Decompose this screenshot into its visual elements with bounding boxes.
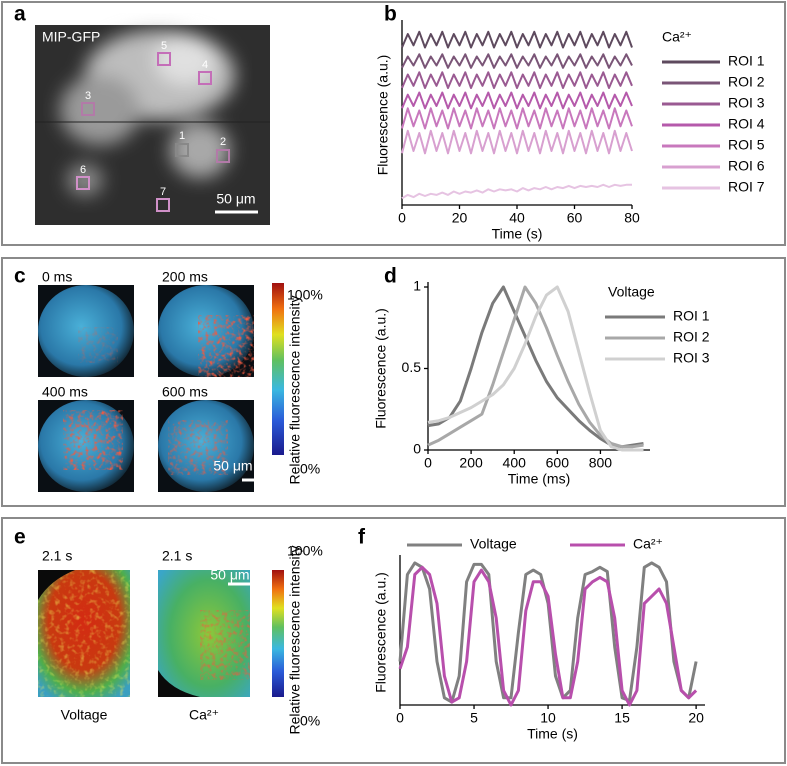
frame-label: 400 ms: [42, 384, 88, 400]
line: [401, 91, 633, 110]
x-tick-label: 10: [540, 710, 556, 726]
line: [427, 285, 644, 452]
scale-bar-label: 50 μm: [213, 458, 252, 474]
scale-bar-label: 50 μm: [216, 191, 255, 207]
legend-label: ROI 3: [673, 350, 710, 366]
legend-label: ROI 6: [728, 158, 765, 174]
x-tick-label: 0: [424, 455, 432, 471]
legend-label: ROI 3: [728, 95, 765, 111]
colorbar-min: 0%: [300, 461, 320, 477]
x-tick-label: 600: [546, 455, 570, 471]
legend-label: Voltage: [470, 536, 517, 552]
row-frame: [1, 257, 786, 507]
y-axis-title: Fluorescence (a.u.): [373, 308, 389, 429]
scale-bar-label: 50 μm: [210, 567, 249, 583]
line: [398, 565, 698, 707]
x-tick-label: 400: [503, 455, 527, 471]
colorbar-label: Relative fluorescence intensity: [287, 545, 303, 734]
colorbar-label: Relative fluorescence intensity: [287, 295, 303, 484]
panel-label: c: [14, 265, 26, 288]
panel-label: f: [358, 526, 366, 549]
x-axis-title: Time (s): [492, 226, 543, 242]
x-tick-label: 5: [470, 710, 478, 726]
image-title: MIP-GFP: [42, 29, 100, 45]
maps: [38, 570, 284, 697]
x-tick-label: 200: [459, 455, 483, 471]
x-tick-label: 800: [589, 455, 613, 471]
line: [427, 285, 644, 449]
x-axis-title: Time (ms): [508, 471, 570, 487]
legend-label: ROI 1: [673, 308, 710, 324]
y-tick-label: 0: [413, 441, 421, 457]
roi-label: 4: [202, 59, 208, 71]
image-label: Ca²⁺: [189, 707, 219, 723]
line: [401, 53, 633, 69]
legend-label: ROI 7: [728, 179, 765, 195]
roi-label: 2: [220, 136, 226, 148]
row-frame: [1, 517, 786, 764]
panel-label: a: [14, 3, 26, 26]
x-tick-label: 0: [398, 210, 406, 226]
legend-label: ROI 4: [728, 116, 765, 132]
frame-label: 200 ms: [162, 269, 208, 285]
legend-label: Ca²⁺: [633, 536, 663, 552]
roi-label: 6: [80, 164, 86, 176]
legend-label: ROI 2: [728, 74, 765, 90]
colorbar-max: 100%: [287, 543, 323, 559]
frame-label: 0 ms: [42, 269, 72, 285]
y-axis-title: Fluorescence (a.u.): [375, 55, 391, 176]
line: [401, 30, 633, 49]
image-label: Voltage: [61, 707, 108, 723]
x-tick-label: 20: [452, 210, 468, 226]
legend-title: Ca²⁺: [662, 29, 692, 45]
time-label: 2.1 s: [42, 548, 72, 564]
x-tick-label: 60: [567, 210, 583, 226]
y-tick-label: 1: [413, 278, 421, 294]
x-tick-label: 0: [396, 710, 404, 726]
colorbar-min: 0%: [300, 713, 320, 729]
frame-label: 600 ms: [162, 384, 208, 400]
line: [401, 183, 632, 200]
roi-label: 3: [85, 90, 91, 102]
panel-label: e: [14, 526, 26, 549]
x-axis-title: Time (s): [527, 726, 578, 742]
x-tick-label: 20: [688, 710, 704, 726]
time-label: 2.1 s: [162, 548, 192, 564]
row-frame: [1, 1, 786, 246]
legend-title: Voltage: [608, 284, 655, 300]
frames: [38, 283, 284, 492]
roi-label: 5: [161, 40, 167, 52]
micrograph: [35, 25, 270, 225]
roi-label: 7: [160, 186, 166, 198]
legend-label: ROI 5: [728, 137, 765, 153]
y-axis-title: Fluorescence (a.u.): [373, 572, 389, 693]
roi-label: 1: [179, 130, 185, 142]
panel-label: d: [384, 265, 397, 288]
x-tick-label: 80: [624, 210, 640, 226]
x-tick-label: 40: [509, 210, 525, 226]
line: [401, 107, 633, 130]
legend-label: ROI 2: [673, 329, 710, 345]
x-tick-label: 15: [614, 710, 630, 726]
line: [401, 129, 633, 155]
legend-label: ROI 1: [728, 53, 765, 69]
line: [427, 285, 644, 449]
y-tick-label: 0.5: [402, 359, 422, 375]
panel-label: b: [384, 3, 397, 26]
line: [401, 71, 633, 89]
colorbar-max: 100%: [287, 287, 323, 303]
